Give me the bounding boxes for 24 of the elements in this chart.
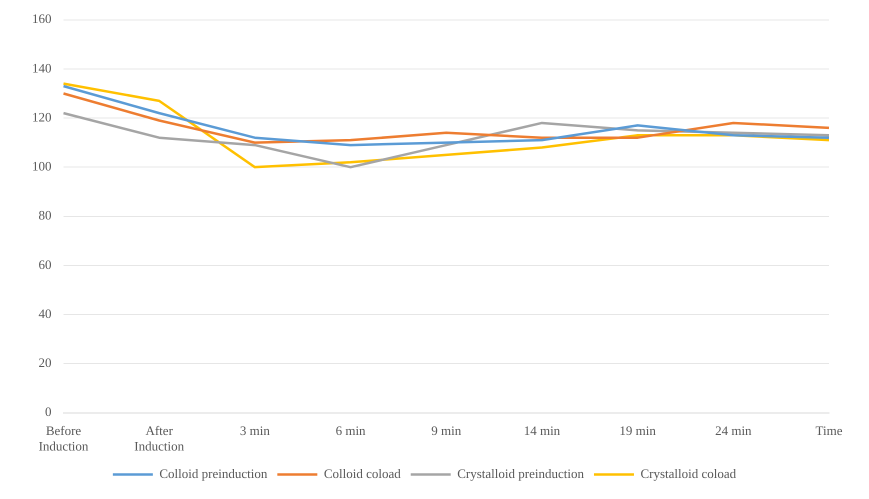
legend-label: Crystalloid preinduction (457, 466, 584, 481)
legend-label: Colloid coload (324, 466, 402, 481)
x-tick-label: 14 min (524, 423, 561, 438)
y-tick-label: 140 (32, 60, 52, 76)
y-tick-label: 160 (32, 11, 52, 26)
y-tick-label: 100 (32, 158, 52, 174)
legend-label: Crystalloid coload (640, 466, 737, 481)
x-tick-label: 6 min (336, 423, 366, 438)
x-tick-label: 3 min (240, 423, 270, 438)
y-tick-label: 60 (38, 256, 52, 272)
x-tick-label: Time (816, 423, 843, 438)
category-label: After (145, 423, 173, 438)
y-tick-label: 80 (38, 208, 52, 223)
x-tick-label: 9 min (431, 423, 462, 438)
y-tick-label: 120 (32, 109, 52, 124)
y-tick-label: 40 (38, 306, 52, 321)
x-tick-label: 24 min (715, 423, 752, 438)
y-tick-label: 20 (38, 355, 52, 370)
category-label: Before (46, 423, 82, 438)
category-label: Induction (134, 438, 184, 454)
x-tick-label: 19 min (619, 423, 656, 438)
category-label: Induction (38, 438, 88, 454)
y-tick-label: 0 (45, 404, 52, 420)
legend-label: Colloid preinduction (159, 466, 268, 481)
